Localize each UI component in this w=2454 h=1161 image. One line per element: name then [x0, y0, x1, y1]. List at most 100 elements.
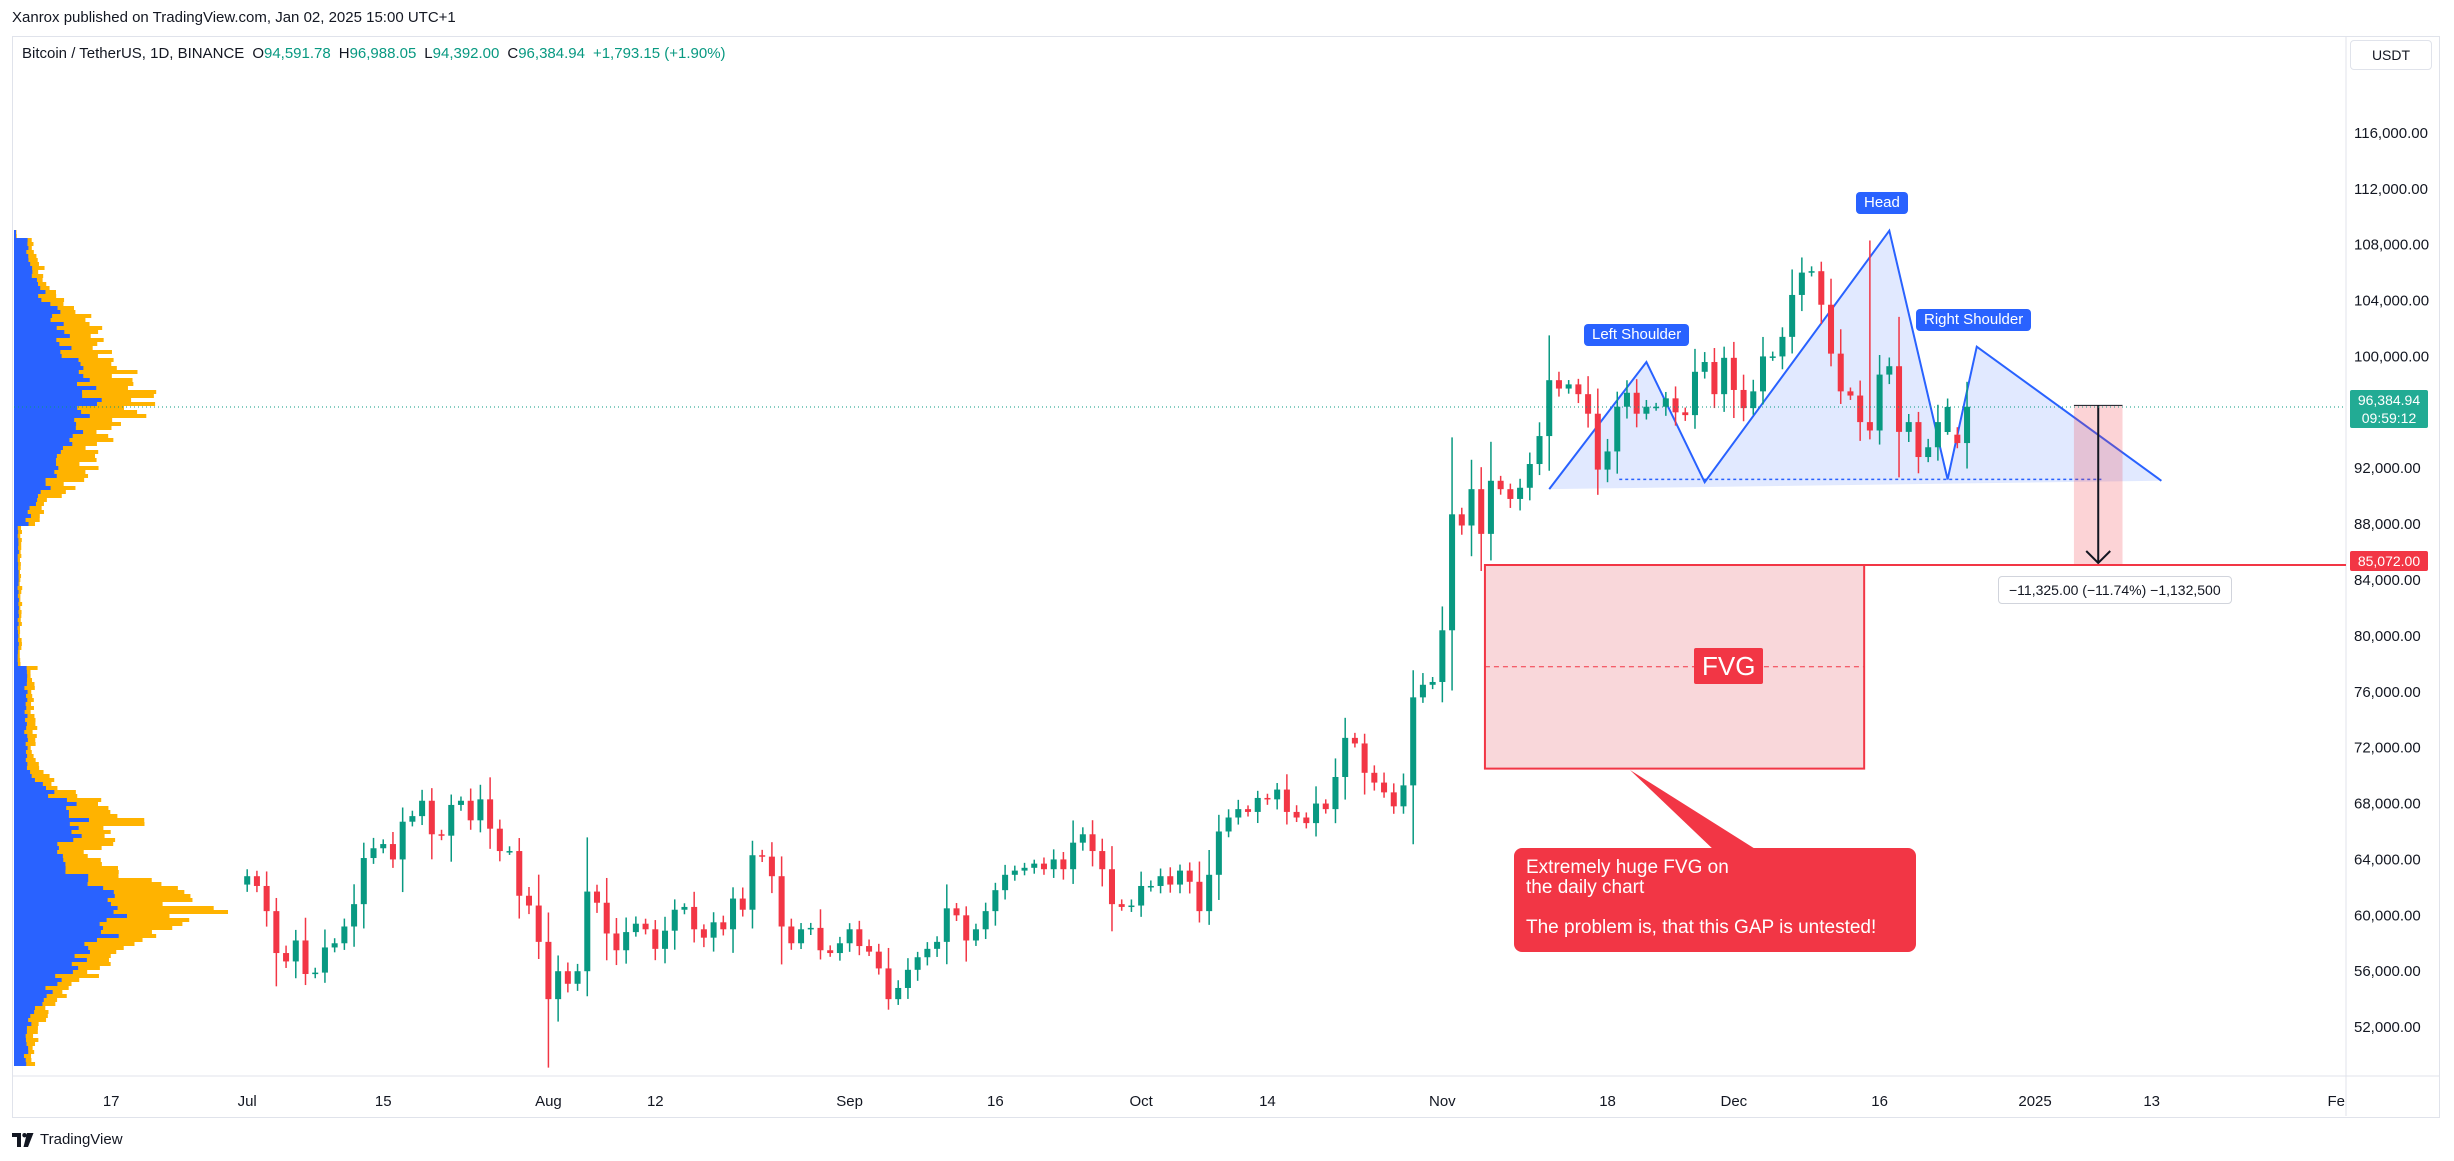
- candle-body: [895, 987, 902, 1000]
- volume-profile-up-bar: [14, 830, 72, 834]
- volume-profile-up-bar: [14, 482, 46, 486]
- volume-profile-up-bar: [14, 298, 42, 302]
- candle: [992, 882, 999, 926]
- volume-profile-up-bar: [14, 566, 19, 570]
- candle: [487, 777, 494, 849]
- time-tick-label: 15: [375, 1093, 392, 1110]
- candle: [1730, 341, 1737, 419]
- candle-body: [1507, 489, 1514, 499]
- candle: [1565, 380, 1572, 394]
- volume-profile-up-bar: [14, 290, 46, 294]
- candle: [341, 918, 348, 950]
- candle-body: [574, 971, 581, 984]
- candles[interactable]: [244, 240, 1971, 1068]
- volume-profile-up-bar: [14, 518, 26, 522]
- change-value: +1,793.15 (+1.90%): [592, 45, 726, 62]
- volume-profile-up-bar: [14, 750, 26, 754]
- time-tick-label: 2025: [2018, 1093, 2051, 1110]
- candle: [1546, 335, 1553, 471]
- candle-body: [584, 891, 591, 972]
- volume-profile-up-bar: [14, 918, 107, 922]
- volume-profile-up-bar: [14, 530, 19, 534]
- volume-profile-up-bar: [14, 322, 64, 326]
- candle-body: [1303, 817, 1310, 824]
- volume-profile-up-bar: [14, 626, 18, 630]
- volume-profile-up-bar: [14, 446, 63, 450]
- volume-profile-up-bar: [14, 946, 89, 950]
- candle: [1682, 407, 1689, 421]
- volume-profile-down-bar: [14, 974, 99, 978]
- candle-body: [380, 844, 387, 849]
- candle-body: [759, 855, 766, 857]
- candle: [904, 958, 911, 999]
- candle-body: [632, 923, 639, 933]
- candle: [1458, 507, 1465, 535]
- candle-body: [798, 929, 805, 944]
- candle: [632, 916, 639, 937]
- candle-body: [1449, 514, 1456, 631]
- candle-body: [399, 821, 406, 860]
- candle: [1361, 733, 1368, 795]
- candle-body: [1934, 422, 1941, 448]
- volume-profile-up-bar: [14, 1062, 27, 1066]
- candle: [1381, 772, 1388, 798]
- candle-body: [972, 929, 979, 941]
- volume-profile-up-bar: [14, 462, 57, 466]
- candle-body: [516, 851, 523, 896]
- volume-profile-up-bar: [14, 246, 29, 250]
- candle-body: [963, 915, 970, 941]
- candle-body: [1332, 776, 1339, 810]
- candle: [1934, 404, 1941, 461]
- candle: [1944, 398, 1951, 435]
- candle-body: [1351, 737, 1358, 744]
- measure-arrow-head: [2085, 550, 2111, 565]
- volume-profile-up-bar: [14, 546, 19, 550]
- candle: [1487, 441, 1494, 561]
- volume-profile-up-bar: [14, 270, 33, 274]
- volume-profile-up-bar: [14, 622, 19, 626]
- volume-profile-down-bar: [14, 478, 85, 482]
- volume-profile-up-bar: [14, 1054, 24, 1058]
- candle-body: [1750, 391, 1757, 409]
- left-shoulder-label[interactable]: Left Shoulder: [1584, 324, 1690, 346]
- time-axis[interactable]: 17 Jul 15 Aug 12 Sep 16 Oct 14 Nov 18 Dec 16 2025 13 Fe: [103, 1093, 2345, 1110]
- candle-body: [1594, 413, 1601, 470]
- candle-body: [253, 876, 260, 886]
- candle: [1896, 316, 1903, 478]
- price-tick-label: 104,000.00: [2354, 293, 2429, 310]
- head-and-shoulders-pattern[interactable]: [1548, 228, 2162, 490]
- volume-profile-down-bar: [14, 822, 145, 826]
- price-axis[interactable]: 52,000.00 56,000.00 60,000.00 64,000.00 68,0…: [2354, 125, 2429, 1036]
- tradingview-footer[interactable]: TradingView: [12, 1128, 123, 1152]
- candle-body: [1740, 389, 1747, 409]
- candle: [856, 920, 863, 956]
- candle-body: [788, 926, 795, 944]
- volume-profile-up-bar: [14, 754, 28, 758]
- price-tick-label: 60,000.00: [2354, 907, 2421, 924]
- candle: [545, 912, 552, 1068]
- volume-profile-up-bar: [14, 914, 127, 918]
- volume-profile-up-bar: [14, 598, 19, 602]
- candle: [1206, 849, 1213, 925]
- candle: [603, 877, 610, 961]
- candle: [1623, 380, 1630, 419]
- measure-label[interactable]: −11,325.00 (−11.74%) −1,132,500: [1998, 576, 2232, 604]
- fvg-label[interactable]: FVG: [1694, 648, 1764, 684]
- volume-profile-up-bar: [14, 690, 28, 694]
- candle: [953, 903, 960, 922]
- head-label[interactable]: Head: [1856, 192, 1908, 214]
- time-tick-label: Nov: [1429, 1093, 1456, 1110]
- right-shoulder-label[interactable]: Right Shoulder: [1916, 309, 2032, 331]
- candle: [768, 842, 775, 894]
- volume-profile-up-bar: [14, 882, 88, 886]
- candle-body: [1575, 384, 1582, 395]
- candle: [1594, 388, 1601, 495]
- candle: [1691, 348, 1698, 429]
- candle: [351, 884, 358, 947]
- candle-body: [1896, 366, 1903, 432]
- candle: [409, 810, 416, 827]
- fvg-note-callout[interactable]: Extremely huge FVG on the daily chart Th…: [1514, 848, 1916, 952]
- currency-selector[interactable]: USDT: [2350, 40, 2432, 70]
- candle-body: [593, 891, 601, 903]
- volume-profile-up-bar: [14, 714, 28, 718]
